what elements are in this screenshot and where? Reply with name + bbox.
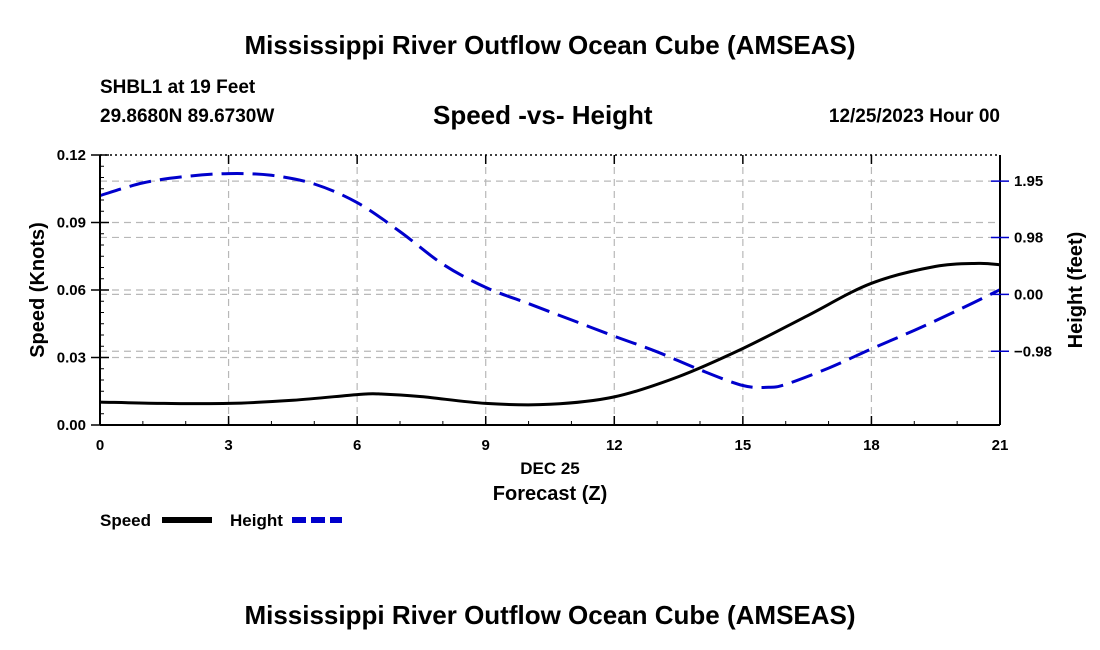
y2-axis-label: Height (feet): [1065, 232, 1087, 349]
x-date-label: DEC 25: [520, 459, 580, 478]
station-label: SHBL1 at 19 Feet: [100, 77, 256, 98]
y-axis-label: Speed (Knots): [27, 222, 49, 358]
x-tick-label: 21: [992, 437, 1009, 454]
y-tick-label: 0.09: [57, 215, 86, 232]
footer-title: Mississippi River Outflow Ocean Cube (AM…: [244, 600, 856, 630]
y2-tick-label: 1.95: [1014, 173, 1043, 190]
datetime-label: 12/25/2023 Hour 00: [828, 106, 1000, 127]
x-tick-label: 6: [353, 437, 361, 454]
speed-height-chart: 0 3 6 9 12 15 18 21 0.00 0.03 0.06 0.09 0.12 −0.98 0.0…: [27, 147, 1087, 530]
coordinates-label: 29.8680N 89.6730W: [100, 106, 275, 127]
x-axis-label: Forecast (Z): [493, 483, 607, 505]
x-tick-label: 18: [863, 437, 880, 454]
y2-tick-label: −0.98: [1014, 343, 1052, 360]
page-title: Mississippi River Outflow Ocean Cube (AM…: [244, 30, 856, 60]
legend-label-height: Height: [230, 511, 283, 530]
y2-tick-label: 0.00: [1014, 286, 1043, 303]
chart-series: [99, 172, 1001, 407]
y-tick-label: 0.12: [57, 147, 86, 164]
chart-ticks: 0 3 6 9 12 15 18 21 0.00 0.03 0.06 0.09 0.12 −0.98 0.0…: [57, 147, 1052, 454]
x-tick-label: 9: [482, 437, 490, 454]
y-tick-label: 0.03: [57, 350, 86, 367]
y-tick-label: 0.06: [57, 282, 86, 299]
chart-subtitle: Speed -vs- Height: [433, 100, 653, 130]
x-tick-label: 15: [735, 437, 752, 454]
y2-tick-label: 0.98: [1014, 229, 1043, 246]
legend: Speed Height: [100, 511, 342, 530]
y-tick-label: 0.00: [57, 417, 86, 434]
chart-grid: [100, 155, 1000, 425]
series-line-speed: [99, 261, 1001, 407]
x-tick-label: 3: [224, 437, 232, 454]
legend-label-speed: Speed: [100, 511, 151, 530]
x-tick-label: 0: [96, 437, 104, 454]
x-tick-label: 12: [606, 437, 623, 454]
series-line-height: [99, 172, 1001, 390]
